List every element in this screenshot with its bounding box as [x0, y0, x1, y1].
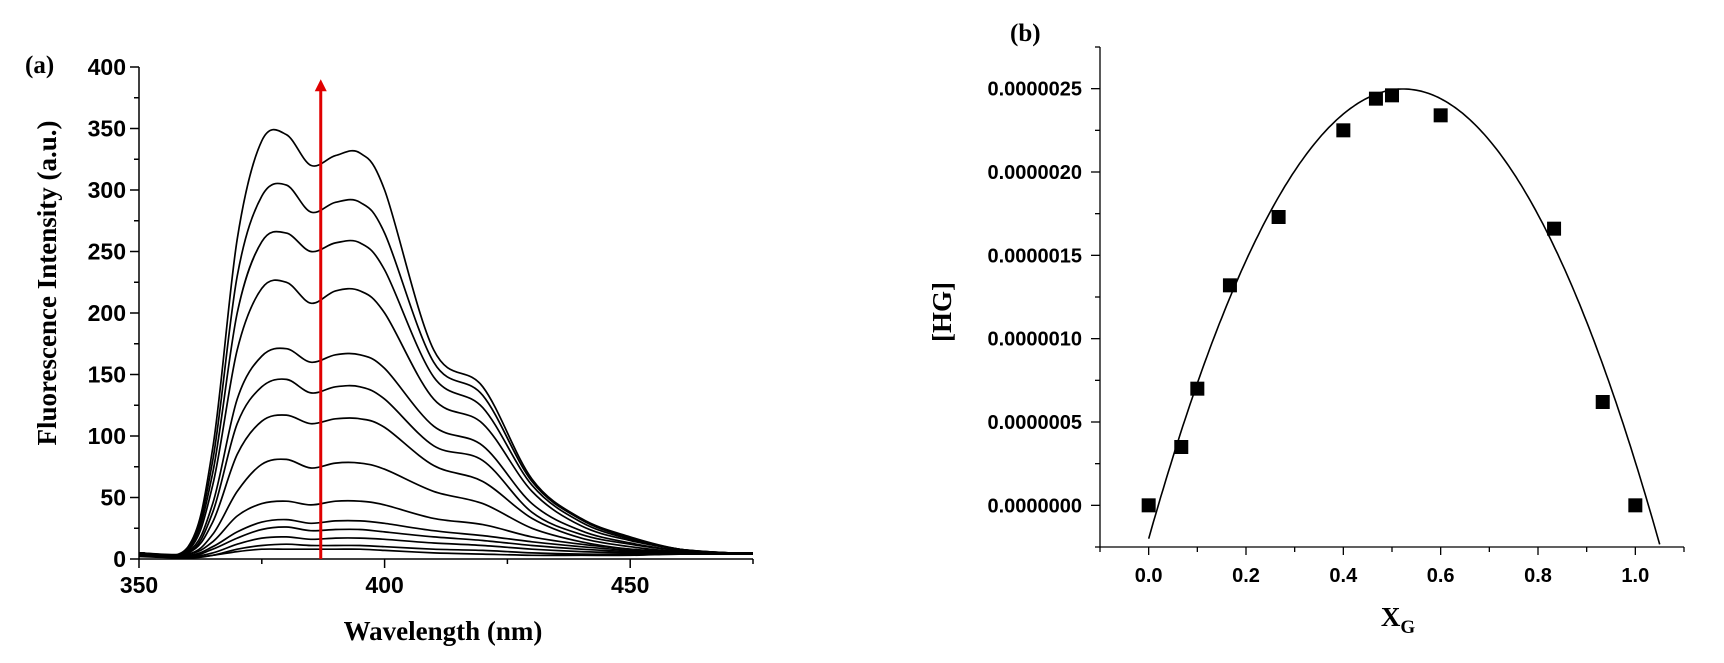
- panel-b-x-tick-label: 1.0: [1621, 565, 1649, 587]
- panel-b-data-point: [1433, 108, 1448, 123]
- panel-a-y-tick-label: 50: [100, 485, 126, 511]
- panel-b-x-tick-label: 0.2: [1232, 565, 1260, 587]
- panel-a-series-group: [138, 128, 754, 559]
- spectrum-line-2: [138, 543, 753, 559]
- panel-a-y-tick-label: 300: [88, 177, 126, 203]
- panel-b-data-point: [1271, 210, 1286, 224]
- panel-b-label: (b): [1010, 20, 1041, 47]
- panel-b-y-tick-label: 0.0000005: [987, 412, 1082, 434]
- panel-b-data-point: [1385, 88, 1399, 103]
- red-arrow-head: [314, 79, 327, 92]
- panel-b-fit-curve: [1147, 88, 1661, 545]
- panel-a-y-tick-label: 100: [88, 423, 126, 449]
- panel-a-arrow-annotation: [314, 79, 327, 559]
- panel-a-y-tick-label: 200: [88, 300, 126, 326]
- panel-a-label: (a): [25, 52, 54, 79]
- panel-b-data-point: [1190, 381, 1205, 396]
- panel-b-y-tick-label: 0.0000020: [987, 162, 1082, 184]
- panel-b-axes: 0.0 0.2 0.4 0.6 0.8 1.0 0.0000000 0.0000005 0.00…: [987, 46, 1685, 587]
- panel-b-y-tick-label: 0.0000015: [987, 245, 1082, 267]
- spectrum-line-8: [138, 414, 754, 556]
- spectrum-line-10: [138, 347, 754, 557]
- panel-a-x-tick-label: 400: [365, 572, 403, 598]
- panel-b-y-axis-title: [HG]: [927, 282, 957, 342]
- panel-b-data-point: [1368, 91, 1383, 106]
- panel-a-y-tick-label: 250: [88, 239, 126, 265]
- spectrum-line-11: [138, 279, 754, 557]
- panel-b-points-group: [1141, 88, 1643, 513]
- spectrum-line-3: [138, 535, 753, 558]
- panel-b-x-tick-label: 0.4: [1329, 565, 1358, 587]
- panel-b-data-point: [1141, 498, 1156, 513]
- panel-a-x-tick-label: 450: [611, 572, 649, 598]
- spectrum-line-5: [138, 518, 754, 557]
- panel-b-y-tick-label: 0.0000010: [987, 329, 1082, 351]
- panel-b-y-tick-label: 0.0000025: [987, 79, 1082, 101]
- panel-b-data-point: [1547, 221, 1562, 236]
- panel-a-axes: 350 400 450 0 50 100 150 200 250 300 350 400: [88, 54, 754, 598]
- panel-a-x-axis-title: Wavelength (nm): [344, 616, 543, 646]
- panel-b-fit-curve-group: [1147, 88, 1661, 545]
- panel-b-x-tick-label: 0.6: [1427, 565, 1455, 587]
- spectrum-line-14: [138, 128, 754, 557]
- panel-a-y-tick-label: 350: [88, 116, 126, 142]
- panel-b-x-axis-subscript: G: [1400, 617, 1415, 638]
- panel-a-x-tick-label: 350: [120, 572, 158, 598]
- spectrum-line-1: [138, 548, 753, 559]
- panel-b-x-axis-title: XG: [1381, 602, 1416, 638]
- panel-b-data-point: [1595, 395, 1610, 409]
- panel-b-data-point: [1628, 498, 1643, 513]
- panel-a-spectra-chart: (a) 350 400 450 0 50 100 150 200 250 300 350 400 Wa…: [25, 52, 754, 646]
- panel-b-job-plot-chart: (b) 0.0 0.2 0.4 0.6 0.8 1.0 0.0000000 0.0000005…: [927, 20, 1685, 638]
- spectrum-line-4: [138, 526, 754, 558]
- panel-a-y-axis-title: Fluorescence Intensity (a.u.): [32, 121, 62, 446]
- spectrum-line-12: [138, 230, 754, 557]
- panel-b-y-tick-label: 0.0000000: [987, 495, 1082, 517]
- panel-a-y-tick-label: 150: [88, 362, 126, 388]
- panel-a-y-tick-label: 0: [113, 546, 126, 572]
- spectrum-line-9: [138, 378, 754, 557]
- spectrum-line-13: [138, 182, 754, 557]
- panel-b-x-tick-label: 0.0: [1135, 565, 1163, 587]
- panel-b-x-tick-label: 0.8: [1524, 565, 1552, 587]
- panel-a-y-tick-label: 400: [88, 54, 126, 80]
- panel-b-data-point: [1222, 278, 1237, 293]
- panel-b-data-point: [1336, 123, 1351, 138]
- panel-b-data-point: [1174, 440, 1189, 454]
- spectrum-line-7: [138, 458, 754, 557]
